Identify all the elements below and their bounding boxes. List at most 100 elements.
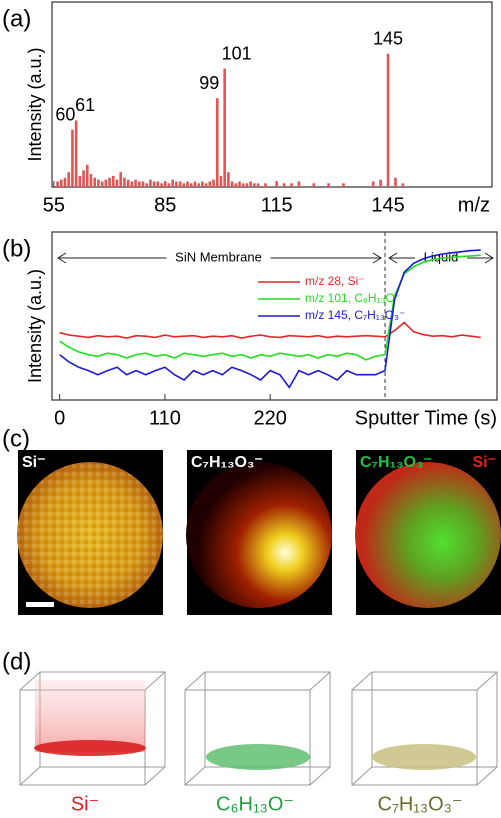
bar	[227, 172, 230, 187]
legend-label: m/z 145, C₇H₁₃O₃⁻	[305, 308, 405, 322]
bar	[212, 179, 215, 187]
bar	[130, 181, 134, 187]
bar	[201, 181, 204, 187]
panel-label: (c)	[2, 425, 30, 452]
bar	[204, 183, 208, 187]
c6-layer	[206, 744, 310, 770]
caption: C₇H₁₃O₃⁻	[378, 793, 463, 815]
peak-label: 145	[373, 29, 403, 49]
bar	[115, 179, 119, 187]
c7-layer	[372, 744, 476, 770]
x-tick-label: 0	[54, 407, 65, 429]
annotation: SiN Membrane	[175, 249, 262, 264]
bar	[104, 179, 108, 187]
bar	[234, 183, 238, 187]
bar	[178, 181, 182, 187]
image-label: C₇H₁₃O₃⁻	[191, 454, 263, 471]
bar	[163, 181, 167, 187]
bar	[108, 177, 111, 187]
panel-label: (a)	[2, 5, 31, 32]
bar	[186, 181, 189, 187]
plot-frame	[51, 231, 498, 401]
image-label: C₇H₁₃O₃⁻	[360, 454, 432, 471]
x-tick-label: 110	[149, 407, 181, 429]
y-axis-label: Intensity (a.u.)	[25, 47, 45, 161]
bar	[141, 181, 145, 187]
bar	[253, 183, 256, 187]
peak-label: 99	[199, 73, 219, 93]
bar	[167, 183, 171, 187]
x-tick-label: 115	[261, 194, 293, 216]
bar	[208, 181, 212, 187]
bar	[152, 181, 156, 187]
peak-label: 101	[222, 43, 252, 63]
bar	[219, 175, 223, 187]
bar	[275, 181, 278, 187]
bar	[85, 164, 89, 187]
caption: C₆H₁₃O⁻	[216, 793, 294, 815]
legend-label: m/z 101, C₆H₁₃O⁻	[305, 291, 401, 305]
bar	[160, 183, 163, 187]
bar	[126, 179, 130, 187]
bar	[134, 179, 137, 187]
bar	[78, 175, 82, 187]
bar	[394, 177, 397, 187]
series-line	[59, 249, 481, 389]
bar	[245, 183, 249, 187]
bar	[215, 98, 219, 187]
x-tick-label: 145	[371, 194, 404, 216]
bar	[401, 183, 405, 187]
label-bg	[166, 249, 271, 267]
bar	[342, 183, 345, 187]
bar	[379, 179, 382, 187]
bar	[193, 181, 197, 187]
bar	[74, 120, 78, 187]
bar	[223, 68, 226, 187]
scale-bar	[26, 602, 54, 607]
bar	[171, 179, 174, 187]
x-tick-label: 220	[254, 407, 287, 429]
bar	[238, 181, 241, 187]
image-label: Si⁻	[22, 454, 46, 471]
x-tick-label: 85	[154, 194, 176, 216]
series-line	[59, 321, 481, 339]
bar	[89, 174, 93, 187]
bar	[156, 181, 160, 187]
bar	[249, 181, 252, 187]
image-label: Si⁻	[472, 454, 496, 471]
bar	[63, 177, 67, 187]
bar	[256, 183, 260, 187]
series-line	[59, 254, 481, 361]
bar	[189, 183, 193, 187]
image-c7	[186, 462, 332, 608]
bar	[137, 181, 141, 187]
image-overlay	[355, 462, 501, 608]
bar	[56, 181, 59, 187]
plot-frame	[51, 1, 493, 188]
bar	[100, 181, 104, 187]
bar	[264, 183, 267, 187]
y-axis-label: Intensity (a.u.)	[25, 269, 45, 383]
caption: Si⁻	[71, 793, 99, 815]
bar	[297, 181, 301, 187]
x-axis-label: m/z	[458, 194, 490, 216]
image-texture	[17, 462, 163, 608]
bar	[282, 183, 286, 187]
bar	[82, 170, 85, 187]
bar	[327, 183, 330, 187]
bar	[111, 175, 115, 187]
bar	[386, 53, 390, 187]
bar	[290, 183, 293, 187]
bar	[119, 172, 122, 187]
bar	[230, 181, 234, 187]
bar	[175, 181, 178, 187]
bar	[197, 183, 200, 187]
bar	[59, 179, 63, 187]
bar	[123, 177, 126, 187]
panel-label: (b)	[2, 235, 31, 262]
bar	[97, 179, 100, 187]
bar	[71, 129, 74, 187]
bar	[93, 177, 97, 187]
legend-label: m/z 28, Si⁻	[305, 274, 365, 288]
